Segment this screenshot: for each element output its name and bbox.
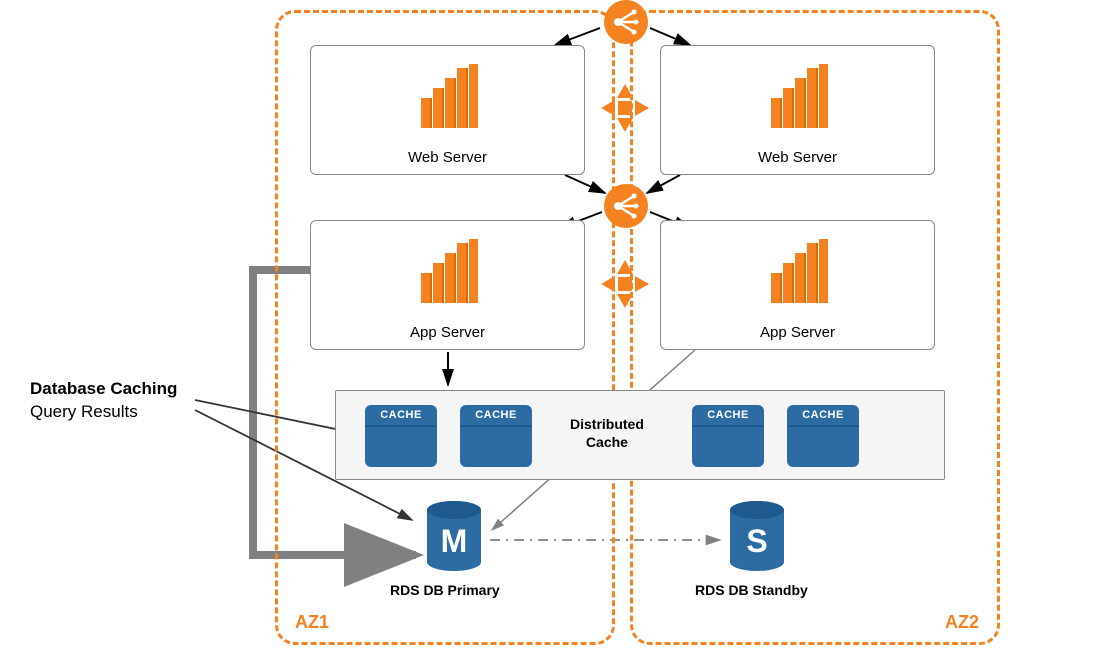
rds-standby-label: RDS DB Standby xyxy=(695,582,808,598)
cache-label: CACHE xyxy=(365,405,437,425)
rds-standby: S xyxy=(728,500,786,572)
autoscaling-icon-2 xyxy=(599,258,651,310)
app-server-2: App Server xyxy=(660,220,935,350)
app-server-2-label: App Server xyxy=(661,324,934,341)
app-server-1: App Server xyxy=(310,220,585,350)
az1-label: AZ1 xyxy=(295,612,329,633)
ec2-icon xyxy=(407,56,489,138)
db-letter: M xyxy=(441,523,468,559)
web-server-2-label: Web Server xyxy=(661,149,934,166)
rds-primary: M xyxy=(425,500,483,572)
cache-label: CACHE xyxy=(787,405,859,425)
cache-node-4: CACHE xyxy=(787,405,859,467)
cache-label: CACHE xyxy=(692,405,764,425)
web-server-1-label: Web Server xyxy=(311,149,584,166)
elb-icon-2 xyxy=(604,184,648,228)
annotation-caching: Database Caching Query Results xyxy=(30,378,177,424)
cache-node-1: CACHE xyxy=(365,405,437,467)
cache-label: CACHE xyxy=(460,405,532,425)
web-server-1: Web Server xyxy=(310,45,585,175)
web-server-2: Web Server xyxy=(660,45,935,175)
cache-node-3: CACHE xyxy=(692,405,764,467)
annotation-title: Database Caching xyxy=(30,379,177,398)
db-letter: S xyxy=(746,523,767,559)
cache-node-2: CACHE xyxy=(460,405,532,467)
autoscaling-icon-1 xyxy=(599,82,651,134)
distributed-cache-label: DistributedCache xyxy=(570,415,644,451)
rds-primary-label: RDS DB Primary xyxy=(390,582,500,598)
annotation-subtitle: Query Results xyxy=(30,402,138,421)
ec2-icon xyxy=(407,231,489,313)
ec2-icon xyxy=(757,231,839,313)
az2-label: AZ2 xyxy=(945,612,979,633)
ec2-icon xyxy=(757,56,839,138)
app-server-1-label: App Server xyxy=(311,324,584,341)
elb-icon-1 xyxy=(604,0,648,44)
